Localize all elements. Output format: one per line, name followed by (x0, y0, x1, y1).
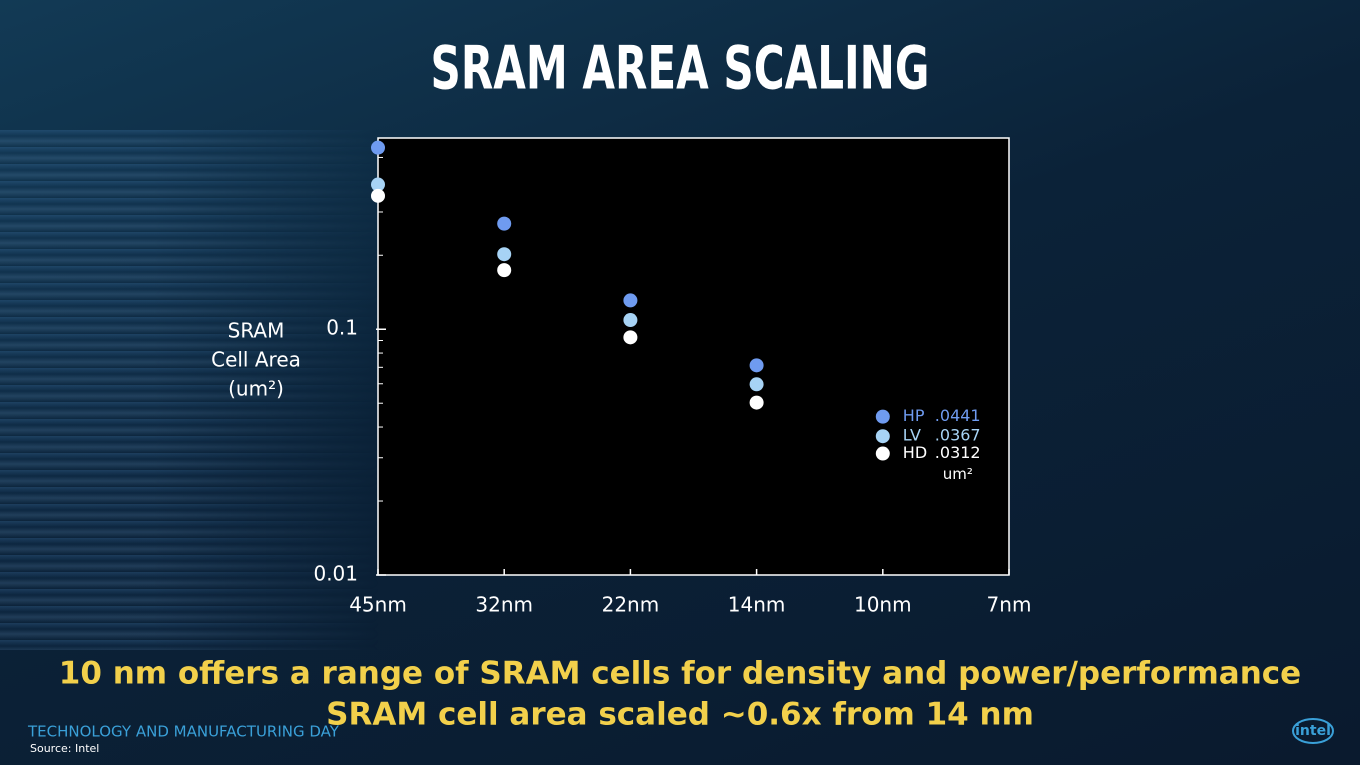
chart-title: SRAM AREA SCALING (431, 33, 930, 103)
y-tick-label: 0.1 (326, 316, 358, 340)
y-axis-label: Cell Area (211, 348, 301, 372)
y-tick-label: 0.01 (313, 562, 358, 586)
point (371, 188, 385, 203)
value-unit: um² (943, 465, 973, 483)
logo-ring (1292, 718, 1334, 744)
x-tick-label: 45nm (349, 593, 407, 617)
note: SRAM cell area scaled ~0.6x from 14 nm (326, 697, 1034, 733)
legend-label: HD (903, 443, 927, 462)
point (497, 216, 512, 231)
x-tick-label: 32nm (475, 593, 533, 617)
point (875, 446, 890, 461)
point (497, 263, 512, 278)
point (623, 330, 638, 345)
point (623, 293, 638, 308)
footer-source: Source: Intel (30, 742, 99, 755)
point (371, 177, 385, 192)
x-tick-label: 7nm (987, 593, 1032, 617)
point (749, 377, 764, 392)
y-axis-label: SRAM (228, 319, 285, 343)
y-axis-label: (um²) (228, 377, 284, 401)
point (497, 247, 512, 262)
footer-event: TECHNOLOGY AND MANUFACTURING DAY (27, 723, 340, 741)
plot-area (377, 137, 1010, 576)
note: 10 nm offers a range of SRAM cells for d… (59, 656, 1301, 692)
legend-label: HP (903, 406, 925, 425)
x-tick-label: 14nm (728, 593, 786, 617)
x-tick-label: 22nm (602, 593, 660, 617)
x-tick-label: 10nm (854, 593, 912, 617)
value-label: .0312 (935, 443, 981, 462)
point (875, 409, 890, 424)
legend-label: LV (903, 426, 921, 445)
point (875, 429, 890, 444)
value-label: .0441 (935, 406, 981, 425)
background-streaks (0, 130, 380, 650)
value-label: .0367 (935, 426, 981, 445)
point (749, 395, 764, 410)
point (623, 313, 638, 328)
logo: intel (1295, 723, 1331, 739)
point (371, 140, 385, 155)
point (749, 358, 764, 373)
